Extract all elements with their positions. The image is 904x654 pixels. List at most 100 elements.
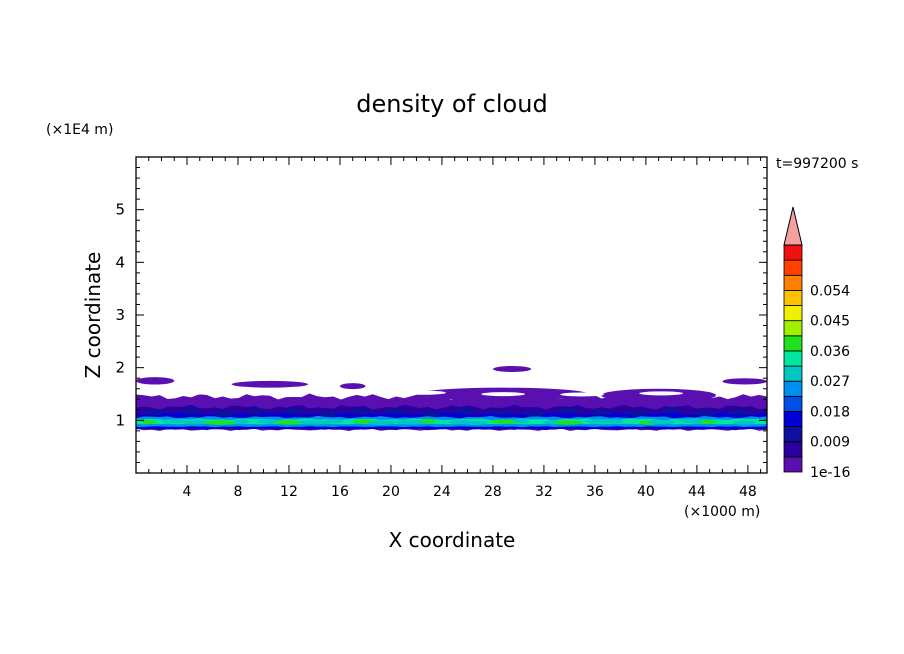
contour-speckle <box>513 419 530 424</box>
contour-speckle <box>181 419 210 425</box>
contour-lump <box>488 408 511 415</box>
x-tick-label: 4 <box>183 484 192 500</box>
cloud-gap <box>481 392 526 397</box>
contour-speckle <box>420 418 437 424</box>
contour-lump <box>212 410 235 417</box>
cloud-gap <box>402 390 447 395</box>
contour-lump <box>316 410 339 417</box>
cloud-patch <box>339 383 366 390</box>
chart-title: density of cloud <box>356 90 547 118</box>
colorbar-bin <box>783 441 803 458</box>
colorbar-bin <box>783 244 803 261</box>
colorbar-bin <box>783 289 803 306</box>
colorbar-extend-arrow <box>783 206 803 246</box>
colorbar-bin <box>783 335 803 352</box>
colorbar-bin <box>783 395 803 412</box>
plot-area <box>136 365 767 431</box>
x-tick-label: 20 <box>382 484 400 500</box>
contour-lump <box>247 408 270 415</box>
colorbar-label: 1e-16 <box>810 465 850 481</box>
contour-speckle <box>233 419 250 424</box>
contour-speckle <box>203 420 238 425</box>
colorbar: 1e-16 0.009 0.018 0.027 0.036 0.045 0.054 <box>783 206 850 481</box>
contour-speckle <box>647 419 676 425</box>
cloud-patch <box>231 380 309 388</box>
colorbar-bin <box>783 365 803 382</box>
contour-speckle <box>700 419 717 425</box>
colorbar-bin <box>783 426 803 443</box>
x-axis-label: X coordinate <box>389 528 516 552</box>
colorbar-bin <box>783 274 803 291</box>
cloud-gap <box>560 392 605 397</box>
y-tick-label: 5 <box>115 201 125 219</box>
x-tick-label: 16 <box>331 484 349 500</box>
colorbar-bin <box>783 411 803 428</box>
colorbar-label: 0.027 <box>810 374 850 390</box>
colorbar-bin <box>783 259 803 276</box>
x-tick-label: 36 <box>586 484 604 500</box>
cloud-patch <box>136 377 175 385</box>
contour-lump <box>350 407 373 414</box>
contour-speckle <box>299 420 334 425</box>
contour-lump <box>419 410 442 417</box>
contour-speckle <box>257 419 280 424</box>
cloud-gap <box>244 389 289 394</box>
contour-speckle <box>161 418 184 424</box>
contour-speckle <box>274 420 303 425</box>
cloud-gap <box>164 390 209 395</box>
x-tick-label: 44 <box>688 484 706 500</box>
contour-speckle <box>367 420 396 425</box>
x-tick-label: 28 <box>484 484 502 500</box>
contour-lump <box>591 409 614 416</box>
y-tick-label: 3 <box>115 306 125 324</box>
y-unit-label: (×1E4 m) <box>46 122 113 138</box>
y-tick-label: 4 <box>115 253 125 271</box>
contour-lump <box>453 407 476 414</box>
x-tick-label: 40 <box>637 484 655 500</box>
x-tick-label: 32 <box>535 484 553 500</box>
colorbar-label: 0.018 <box>810 404 850 420</box>
x-unit-label: (×1000 m) <box>684 504 760 520</box>
colorbar-label: 0.036 <box>810 344 850 360</box>
contour-speckle <box>326 419 343 424</box>
colorbar-bin <box>783 380 803 397</box>
cloud-gap <box>639 391 684 396</box>
contour-speckle <box>554 420 583 425</box>
colorbar-bin <box>783 320 803 337</box>
x-tick-label: 12 <box>280 484 298 500</box>
cloud-patch <box>722 378 767 385</box>
contour-speckle <box>733 420 756 425</box>
colorbar-label: 0.054 <box>810 283 850 299</box>
cloud-gap <box>323 389 368 394</box>
y-tick-label: 2 <box>115 359 125 377</box>
contour-lump <box>625 409 648 416</box>
colorbar-bin <box>783 305 803 322</box>
contour-lump <box>178 407 201 414</box>
time-label: t=997200 s <box>776 156 858 172</box>
contour-lump <box>694 409 717 416</box>
contour-lump <box>522 410 545 417</box>
contour-lump <box>144 408 167 415</box>
contour-lump <box>385 408 408 415</box>
colorbar-bin <box>783 350 803 367</box>
contour-speckle <box>460 420 489 425</box>
x-tick-label: 8 <box>234 484 243 500</box>
y-tick-label: 1 <box>115 411 125 429</box>
y-axis-label: Z coordinate <box>81 252 105 379</box>
cloud-patch <box>492 365 532 372</box>
colorbar-label: 0.009 <box>810 435 850 451</box>
contour-lump <box>281 407 304 414</box>
contour-speckle <box>394 419 429 425</box>
x-tick-label: 24 <box>433 484 451 500</box>
contour-lump <box>557 407 580 414</box>
colorbar-bin <box>783 456 803 473</box>
cloud-gap <box>718 389 763 394</box>
contour-speckle <box>140 419 157 425</box>
x-tick-label: 48 <box>739 484 757 500</box>
contour-lump <box>660 407 683 414</box>
contour-speckle <box>606 419 623 424</box>
contour-lump <box>729 409 752 416</box>
colorbar-label: 0.045 <box>810 314 850 330</box>
